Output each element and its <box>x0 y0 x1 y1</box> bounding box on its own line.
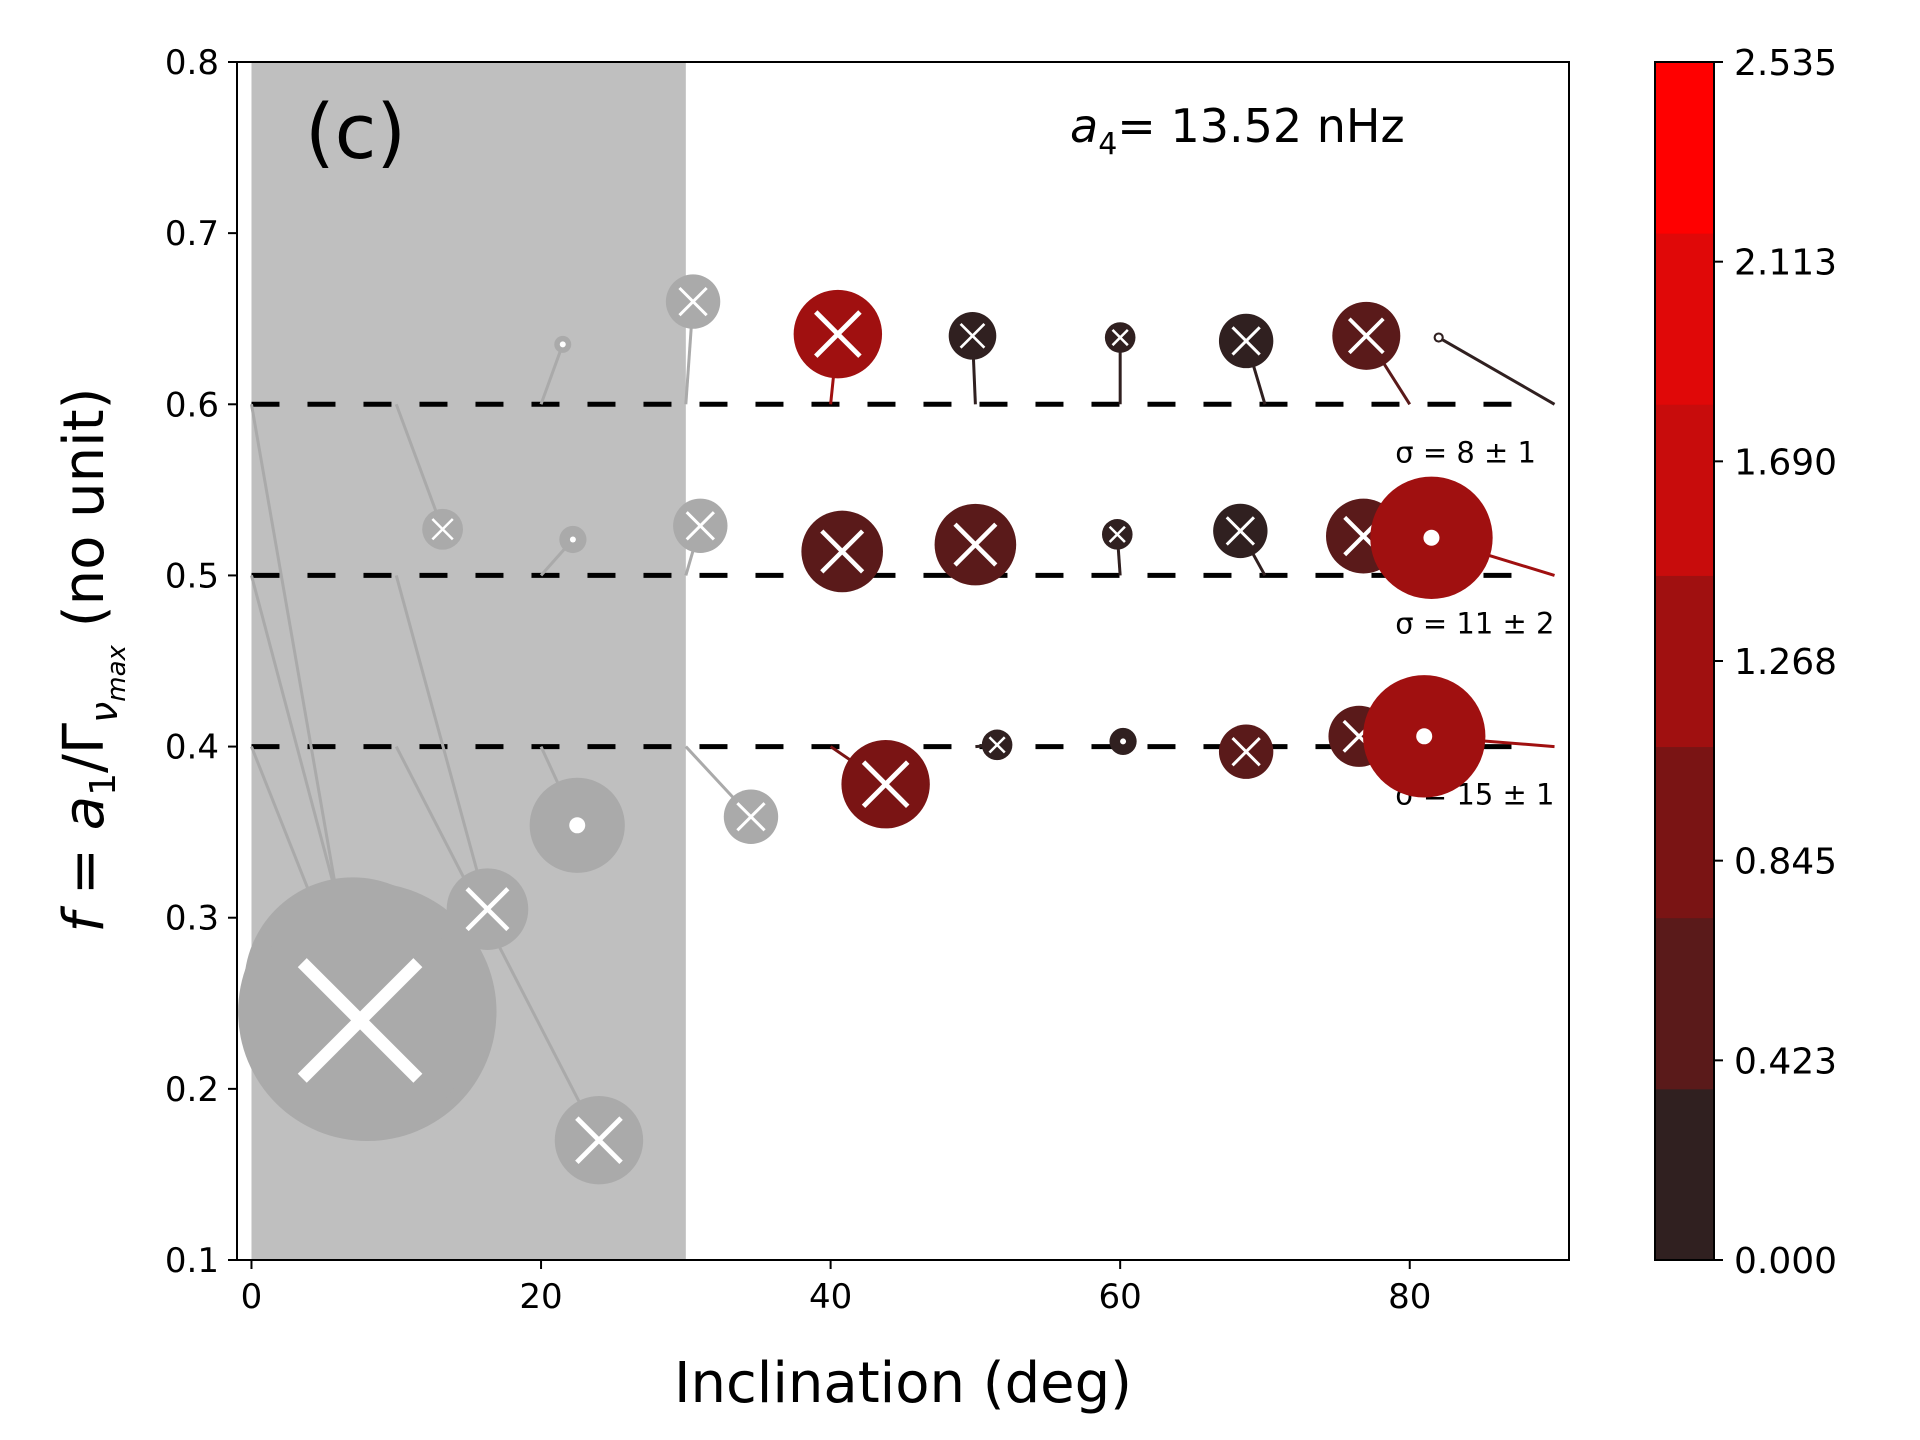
x-marker <box>685 511 715 541</box>
sigma-label: σ = 8 ± 1 <box>1395 435 1536 469</box>
y-tick-label: 0.8 <box>165 43 219 83</box>
y-tick-label: 0.3 <box>165 899 219 939</box>
ylabel-unit: (no unit) <box>52 387 117 645</box>
x-tick-label: 80 <box>1388 1277 1431 1317</box>
ylabel-eq: = <box>52 830 117 913</box>
y-axis: 0.1 0.2 0.3 0.4 0.5 0.6 0.7 0.8 <box>165 43 237 1281</box>
colorbar-segment <box>1655 404 1714 576</box>
ylabel-nu: ν <box>82 702 126 723</box>
x-tick-label: 40 <box>809 1277 852 1317</box>
ylabel-a-sub: 1 <box>83 773 124 796</box>
colorbar: 0.000 0.423 0.845 1.268 1.690 2.113 2.535 <box>1654 43 1837 1282</box>
dot-marker <box>1423 529 1440 546</box>
colorbar-segment <box>1655 62 1714 234</box>
connector-line <box>539 343 565 405</box>
x-marker <box>1347 317 1385 355</box>
y-axis-title: f = a1/Γνmax (no unit) <box>52 387 132 932</box>
dot-marker <box>569 817 586 834</box>
colorbar-tick-label: 2.535 <box>1734 43 1837 84</box>
y-tick-label: 0.4 <box>165 728 219 768</box>
x-marker <box>736 802 766 832</box>
x-tick-label: 0 <box>241 1277 263 1317</box>
ylabel-nu-sub: max <box>102 644 132 701</box>
colorbar-tick-label: 1.690 <box>1734 442 1837 483</box>
y-tick-label: 0.2 <box>165 1070 219 1110</box>
x-marker <box>1111 329 1129 347</box>
colorbar-tick-label: 0.845 <box>1734 842 1837 883</box>
y-tick-label: 0.6 <box>165 385 219 425</box>
x-marker <box>678 286 708 317</box>
x-marker <box>820 529 865 574</box>
connector-line <box>1437 336 1556 406</box>
x-marker <box>1108 525 1126 543</box>
x-marker <box>988 736 1006 754</box>
x-marker <box>431 518 454 541</box>
colorbar-tick-label: 0.000 <box>1734 1241 1837 1282</box>
panel-label: (c) <box>305 87 406 176</box>
ylabel-slash: /Γ <box>52 723 117 773</box>
x-marker <box>814 310 862 358</box>
x-marker <box>575 1116 623 1165</box>
x-axis: 0 20 40 60 80 <box>241 1260 1431 1317</box>
x-tick-label: 20 <box>519 1277 562 1317</box>
sigma-label: σ = 11 ± 2 <box>1395 606 1554 640</box>
colorbar-tick-label: 1.268 <box>1734 642 1837 683</box>
colorbar-tick-label: 0.423 <box>1734 1041 1837 1082</box>
dot-marker <box>559 341 566 348</box>
x-axis-title: Inclination (deg) <box>674 1351 1132 1416</box>
dot-marker <box>569 536 576 543</box>
colorbar-tick-label: 2.113 <box>1734 243 1837 284</box>
x-marker <box>1231 326 1261 356</box>
x-marker <box>465 887 510 932</box>
a4-value: = 13.52 nHz <box>1117 99 1404 153</box>
x-marker <box>861 760 910 809</box>
colorbar-segment <box>1655 233 1714 405</box>
y-tick-label: 0.7 <box>165 214 219 254</box>
x-marker <box>1225 516 1256 546</box>
colorbar-segment <box>1655 575 1714 748</box>
connector-line <box>394 575 489 910</box>
a4-annotation: a4= 13.52 nHz <box>1070 99 1405 162</box>
dot-marker <box>1120 738 1127 745</box>
colorbar-segment <box>1655 1088 1714 1261</box>
x-marker <box>959 323 986 349</box>
connector-line <box>394 403 444 530</box>
ylabel-a: a <box>52 796 117 830</box>
x-marker <box>297 958 423 1083</box>
colorbar-segment <box>1655 746 1714 919</box>
y-tick-label: 0.1 <box>165 1241 219 1281</box>
dot-marker <box>1416 728 1433 745</box>
colorbar-segment <box>1655 917 1714 1090</box>
plot-frame <box>236 61 1570 1261</box>
x-tick-label: 60 <box>1099 1277 1142 1317</box>
data-points-layer <box>238 274 1493 1185</box>
dot-marker <box>1435 334 1442 341</box>
x-marker <box>1231 737 1261 767</box>
x-marker <box>953 522 998 567</box>
a4-subscript: 4 <box>1098 127 1117 162</box>
a4-symbol: a <box>1070 99 1098 153</box>
y-tick-label: 0.5 <box>165 556 219 596</box>
